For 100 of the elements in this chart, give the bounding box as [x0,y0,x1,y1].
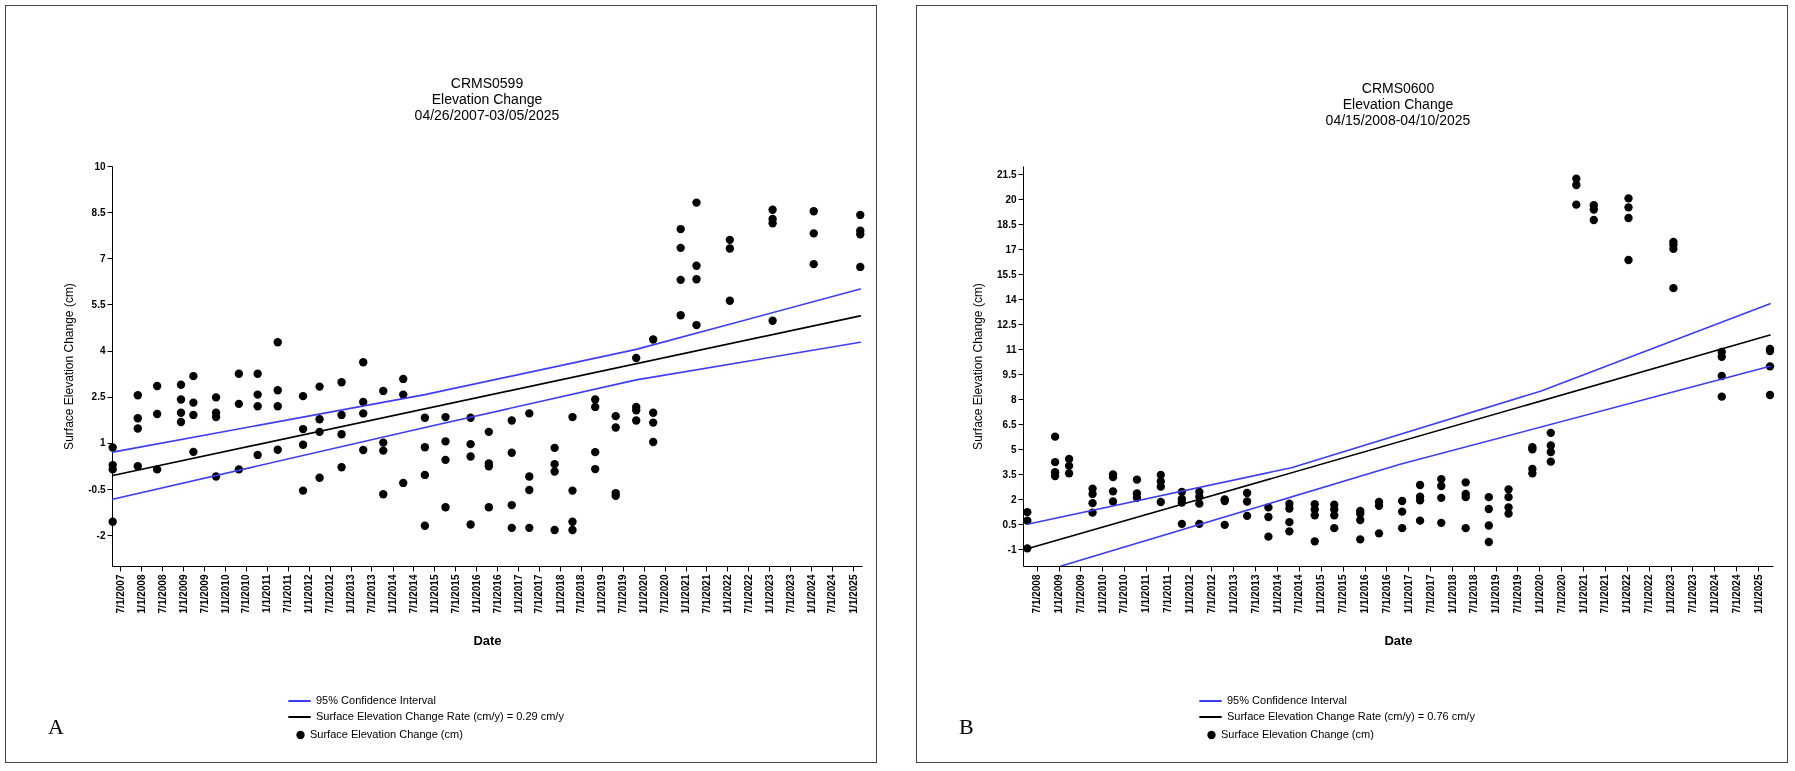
y-tick-label: 1 [99,437,106,449]
y-axis-title: Surface Elevation Change (cm) [62,283,77,450]
x-tick-label: 7/1/2021 [700,574,712,614]
x-tick-label: 1/1/2021 [680,574,692,614]
x-tick-label: 1/1/2022 [721,574,733,614]
y-tick-label: 2 [1010,493,1017,505]
x-tick-label: 7/1/2022 [742,574,754,614]
x-tick-label: 7/1/2009 [198,574,210,614]
x-tick-label: 7/1/2020 [659,574,671,614]
x-tick-label: 7/1/2020 [1555,574,1567,614]
y-tick-label: 14 [1005,293,1017,305]
x-tick-label: 7/1/2024 [1730,574,1742,614]
y-tick-label: 8 [1010,393,1017,405]
x-tick-label: 1/1/2025 [847,574,859,614]
x-tick-label: 1/1/2021 [1577,574,1589,614]
line-series [112,341,862,501]
legend-label: Surface Elevation Change (cm) [1221,728,1374,740]
x-tick-label: 7/1/2008 [1031,574,1043,614]
x-tick-label: 1/1/2015 [428,574,440,614]
x-tick-label: 1/1/2020 [638,574,650,614]
x-tick-label: 7/1/2017 [1424,574,1436,614]
x-tick-label: 7/1/2012 [324,574,336,614]
x-tick-label: 7/1/2019 [617,574,629,614]
line-series [1026,302,1771,526]
x-tick-label: 1/1/2020 [1533,574,1545,614]
y-tick-label: 5.5 [91,298,106,310]
x-axis-title: Date [1384,633,1413,649]
x-tick-label: 7/1/2014 [1293,574,1305,614]
x-tick-label: 1/1/2009 [1053,574,1065,614]
y-tick-label: 9.5 [1002,368,1017,380]
x-tick-label: 7/1/2013 [1249,574,1261,614]
y-tick-label: 8.5 [91,206,106,218]
x-tick-label: 1/1/2023 [1665,574,1677,614]
x-tick-label: 7/1/2024 [826,574,838,614]
y-axis-title: Surface Elevation Change (cm) [971,283,986,450]
x-tick-label: 7/1/2011 [1162,574,1174,613]
x-tick-label: 7/1/2014 [407,574,419,614]
y-tick-label: 17 [1005,243,1017,255]
x-tick-label: 7/1/2023 [784,574,796,614]
x-axis-title: Date [473,633,502,649]
x-tick-label: 1/1/2013 [345,574,357,614]
y-tick-label: 7 [99,252,106,264]
y-tick-label: 15.5 [997,268,1017,280]
x-tick-label: 1/1/2008 [135,574,147,614]
chart-title: CRMS0600 Elevation Change 04/15/2008-04/10/2025 [1325,80,1471,128]
x-tick-label: 7/1/2023 [1686,574,1698,614]
x-tick-label: 1/1/2013 [1227,574,1239,614]
text: A [48,714,64,740]
x-tick-label: 7/1/2015 [1337,574,1349,614]
x-tick-label: 1/1/2024 [1708,574,1720,614]
x-tick-label: 7/1/2021 [1599,574,1611,614]
x-tick-label: 7/1/2011 [282,574,294,613]
y-tick-label: -1 [1007,543,1017,555]
y-tick-label: 0.5 [1002,518,1017,530]
x-tick-label: 7/1/2007 [114,574,126,614]
x-tick-label: 1/1/2010 [1096,574,1108,614]
x-tick-label: 7/1/2012 [1205,574,1217,614]
legend-label: Surface Elevation Change (cm) [310,728,463,740]
x-tick-label: 7/1/2010 [240,574,252,614]
chart-title: CRMS0599 Elevation Change 04/26/2007-03/05/2025 [414,75,560,123]
x-tick-label: 1/1/2019 [596,574,608,614]
text: B [959,714,974,740]
y-tick-label: 12.5 [997,318,1017,330]
x-tick-label: 7/1/2009 [1074,574,1086,614]
x-tick-label: 1/1/2018 [554,574,566,614]
x-tick-label: 7/1/2018 [575,574,587,614]
x-tick-label: 1/1/2009 [177,574,189,614]
x-tick-label: 1/1/2012 [1184,574,1196,614]
y-tick-label: 10 [94,160,106,172]
y-tick-label: 11 [1005,343,1017,355]
x-tick-label: 1/1/2015 [1315,574,1327,614]
y-tick-label: 2.5 [91,391,106,403]
x-tick-label: 7/1/2016 [491,574,503,614]
x-tick-label: 1/1/2016 [470,574,482,614]
y-tick-label: 20 [1005,193,1017,205]
x-tick-label: 1/1/2017 [512,574,524,614]
x-tick-label: 7/1/2016 [1380,574,1392,614]
x-tick-label: 7/1/2008 [156,574,168,614]
x-tick-label: 1/1/2016 [1359,574,1371,614]
x-tick-label: 7/1/2010 [1118,574,1130,614]
legend-label: 95% Confidence Interval [1227,694,1347,706]
x-tick-label: 1/1/2011 [1140,574,1152,613]
x-tick-label: 1/1/2014 [1271,574,1283,614]
y-tick-label: 18.5 [997,218,1017,230]
y-tick-label: 4 [99,345,106,357]
y-tick-label: 5 [1010,443,1017,455]
x-tick-label: 1/1/2022 [1621,574,1633,614]
x-tick-label: 7/1/2019 [1511,574,1523,614]
x-tick-label: 7/1/2018 [1468,574,1480,614]
x-tick-label: 1/1/2023 [763,574,775,614]
x-tick-label: 1/1/2012 [303,574,315,614]
x-tick-label: 1/1/2025 [1752,574,1764,614]
x-tick-label: 7/1/2015 [449,574,461,614]
x-tick-label: 7/1/2013 [365,574,377,614]
x-tick-label: 1/1/2017 [1402,574,1414,614]
x-tick-label: 1/1/2018 [1446,574,1458,614]
y-tick-label: -0.5 [88,483,106,495]
x-tick-label: 7/1/2017 [533,574,545,614]
x-tick-label: 1/1/2024 [805,574,817,614]
x-tick-label: 1/1/2014 [387,574,399,614]
